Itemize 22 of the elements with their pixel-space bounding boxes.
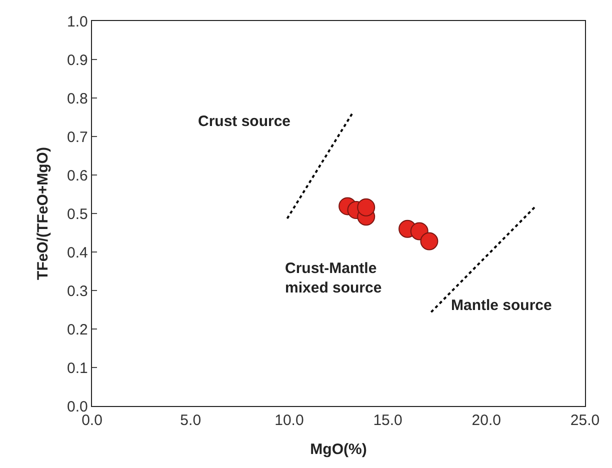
point <box>357 198 376 216</box>
annotation: Mantle source <box>451 297 552 314</box>
y-axis-title: TFeO/(TFeO+MgO) <box>34 147 52 280</box>
y-tick-label: 0.2 <box>67 321 88 338</box>
annotation: Crust source <box>198 113 291 130</box>
y-tick-label: 0.3 <box>67 282 88 300</box>
x-tick-label: 25.0 <box>570 412 600 430</box>
x-tick-label: 20.0 <box>472 412 501 430</box>
point <box>420 232 438 250</box>
x-tick-label: 15.0 <box>373 412 402 430</box>
x-axis-title: MgO(%) <box>310 441 367 458</box>
y-tick-label: 0.7 <box>67 128 88 146</box>
annotation: Crust-Mantle mixed source <box>285 260 382 296</box>
y-tick-label: 1.0 <box>67 13 88 30</box>
y-tick-label: 0.1 <box>67 360 88 377</box>
y-tick-label: 0.5 <box>67 206 88 223</box>
y-tick-label: 0.6 <box>67 167 88 184</box>
y-tick-label: 0.4 <box>67 244 88 262</box>
y-tick-label: 0.8 <box>67 90 88 108</box>
x-tick-label: 10.0 <box>274 412 304 430</box>
y-tick-label: 0.9 <box>67 52 88 69</box>
x-tick-label: 5.0 <box>180 412 202 430</box>
